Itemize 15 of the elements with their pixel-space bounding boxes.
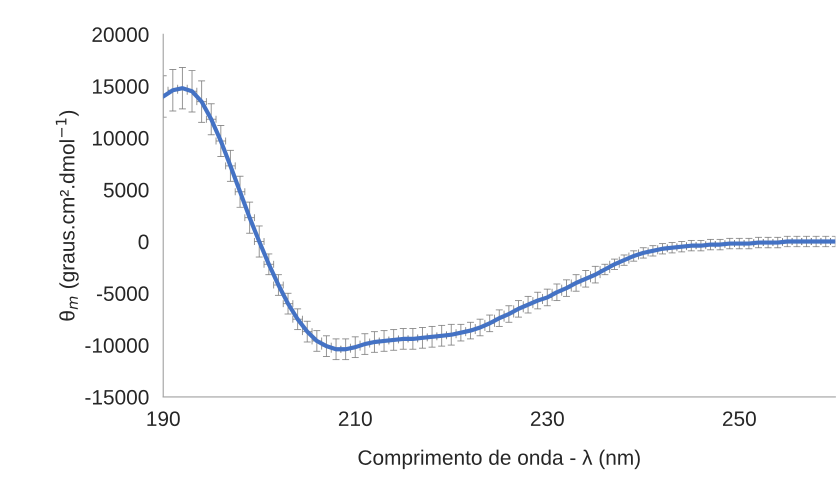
y-tick-label: 10000 bbox=[92, 130, 149, 146]
x-tick-label: 210 bbox=[338, 411, 372, 426]
x-tick-label: 190 bbox=[147, 411, 180, 426]
y-tick-label: 15000 bbox=[92, 79, 149, 94]
y-tick-label: -5000 bbox=[96, 286, 149, 302]
y-axis-title: θ$_{m}$ (graus.cm².dmol$^{−1}$) bbox=[56, 110, 79, 321]
y-tick-label: -15000 bbox=[85, 390, 149, 405]
y-tick-label: 5000 bbox=[104, 182, 149, 198]
y-tick-label: 0 bbox=[138, 234, 149, 250]
x-axis-title: Comprimento de onda - λ (nm) bbox=[358, 450, 640, 470]
y-tick-label: 20000 bbox=[92, 27, 149, 42]
x-tick-label: 230 bbox=[530, 411, 564, 426]
y-tick-label: -10000 bbox=[85, 338, 149, 353]
line-series bbox=[163, 86, 836, 352]
x-tick-label: 250 bbox=[722, 411, 756, 426]
